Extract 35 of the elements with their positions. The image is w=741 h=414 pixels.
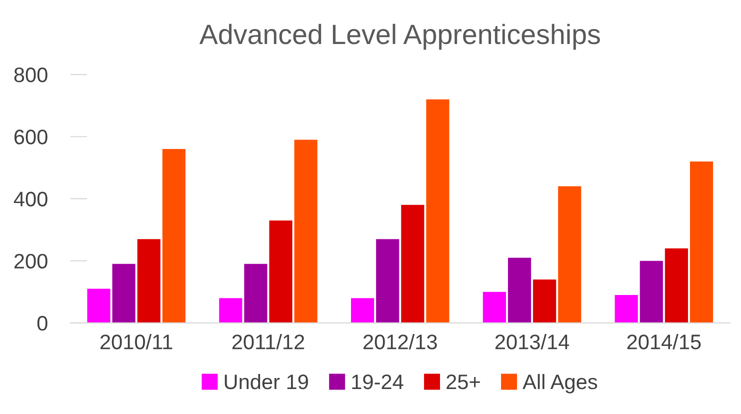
y-tick-label: 200 [14, 254, 48, 269]
y-tick-label: 0 [37, 316, 48, 331]
bar [137, 239, 160, 323]
bar [640, 260, 663, 323]
x-tick-label: 2011/12 [232, 334, 304, 350]
x-tick-label: 2012/13 [364, 334, 437, 350]
bar [294, 140, 318, 323]
legend-label: Under 19 [224, 374, 308, 390]
bar [614, 294, 638, 323]
y-tick-label: 800 [14, 68, 48, 82]
bar [664, 248, 688, 323]
bar [558, 186, 582, 323]
bar [244, 264, 268, 323]
x-tick-label: 2014/15 [627, 334, 701, 350]
bar [508, 258, 532, 323]
bar [426, 99, 450, 323]
legend-label: 19-24 [352, 374, 404, 390]
bar [112, 264, 136, 323]
chart-title: Advanced Level Apprenticeships [199, 24, 600, 50]
bar [162, 149, 186, 323]
bar [482, 292, 506, 323]
bar [401, 204, 424, 323]
x-tick-label: 2010/11 [100, 334, 172, 350]
bar [376, 239, 400, 323]
y-tick-label: 600 [14, 130, 48, 144]
bar [351, 298, 374, 323]
bar [690, 161, 714, 323]
legend-label: 25+ [446, 374, 480, 390]
bar [533, 279, 556, 323]
legend-label: All Ages [522, 374, 598, 394]
bar [87, 288, 110, 323]
bar [269, 220, 292, 323]
bar [219, 298, 242, 323]
x-tick-label: 2013/14 [495, 334, 570, 350]
y-tick-label: 400 [14, 192, 48, 206]
